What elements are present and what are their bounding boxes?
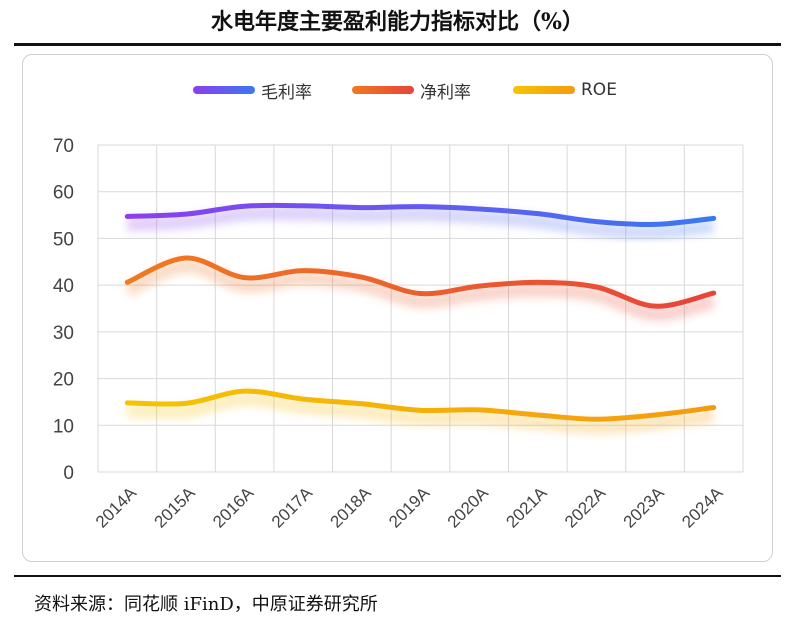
x-tick-label: 2014A xyxy=(92,483,141,532)
y-tick-label: 60 xyxy=(53,183,74,204)
y-axis: 0 10 20 30 40 50 60 70 xyxy=(53,136,74,484)
x-tick-label: 2015A xyxy=(151,483,200,532)
legend-swatch xyxy=(352,86,414,94)
legend-swatch xyxy=(193,86,255,94)
x-tick-label: 2016A xyxy=(209,483,258,532)
legend-label: 净利率 xyxy=(420,82,471,103)
series-line-2 xyxy=(124,388,717,422)
series-glow-2 xyxy=(127,392,715,435)
series-glow-0 xyxy=(127,206,715,240)
series-group xyxy=(124,202,717,435)
legend-swatch xyxy=(513,86,575,94)
y-tick-label: 20 xyxy=(53,370,74,391)
bottom-rule xyxy=(14,575,781,577)
chart-title: 水电年度主要盈利能力指标对比（%） xyxy=(211,9,584,35)
x-tick-label: 2022A xyxy=(561,483,610,532)
plot-frame xyxy=(22,54,773,562)
legend-label: ROE xyxy=(581,80,617,100)
y-tick-label: 30 xyxy=(53,323,74,344)
x-axis: 2014A 2015A 2016A 2017A 2018A 2019A 2020A 2021A… xyxy=(92,483,727,532)
x-tick-label: 2019A xyxy=(385,483,434,532)
y-tick-label: 10 xyxy=(53,416,74,437)
y-tick-label: 40 xyxy=(53,276,74,297)
x-tick-label: 2021A xyxy=(502,483,551,532)
x-tick-label: 2024A xyxy=(678,483,727,532)
legend-label: 毛利率 xyxy=(261,82,312,103)
y-tick-label: 50 xyxy=(53,229,74,250)
source-note: 资料来源：同花顺 iFinD，中原证券研究所 xyxy=(34,594,378,615)
legend-item: 净利率 xyxy=(352,79,471,103)
legend-item: ROE xyxy=(513,79,617,101)
x-tick-label: 2017A xyxy=(268,483,317,532)
x-tick-label: 2023A xyxy=(620,483,669,532)
x-tick-label: 2020A xyxy=(444,483,493,532)
series-line-0 xyxy=(124,202,717,228)
x-tick-label: 2018A xyxy=(326,483,375,532)
series-line-1 xyxy=(124,255,717,309)
top-rule xyxy=(14,43,781,46)
y-tick-label: 70 xyxy=(53,136,74,157)
series-glow-1 xyxy=(124,259,716,322)
y-tick-label: 0 xyxy=(63,463,74,484)
legend-item: 毛利率 xyxy=(193,79,312,103)
